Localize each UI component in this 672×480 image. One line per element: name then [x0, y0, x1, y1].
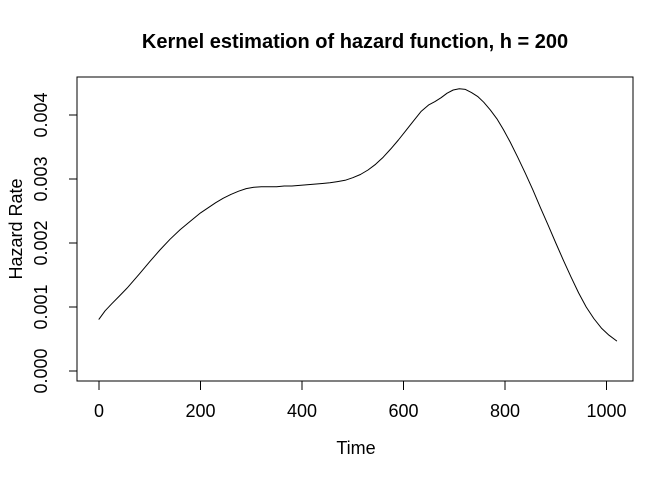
x-axis-ticks: 0 200 400 600 800 1000	[94, 381, 627, 421]
x-tick-label: 800	[490, 401, 520, 421]
x-tick-label: 0	[94, 401, 104, 421]
x-axis-label: Time	[336, 438, 375, 458]
y-axis-ticks: 0.000 0.001 0.002 0.003 0.004	[31, 92, 77, 394]
x-tick-label: 600	[388, 401, 418, 421]
x-tick-label: 1000	[586, 401, 626, 421]
y-tick-label: 0.002	[31, 220, 51, 265]
y-tick-label: 0.003	[31, 156, 51, 201]
plot-title: Kernel estimation of hazard function, h …	[142, 31, 568, 53]
x-tick-label: 200	[185, 401, 215, 421]
plot-box	[76, 76, 634, 382]
y-tick-label: 0.001	[31, 284, 51, 329]
x-tick-label: 400	[287, 401, 317, 421]
y-axis-label: Hazard Rate	[6, 178, 26, 279]
hazard-estimate-curve	[98, 88, 618, 342]
y-tick-label: 0.004	[31, 92, 51, 137]
y-tick-label: 0.000	[31, 348, 51, 393]
